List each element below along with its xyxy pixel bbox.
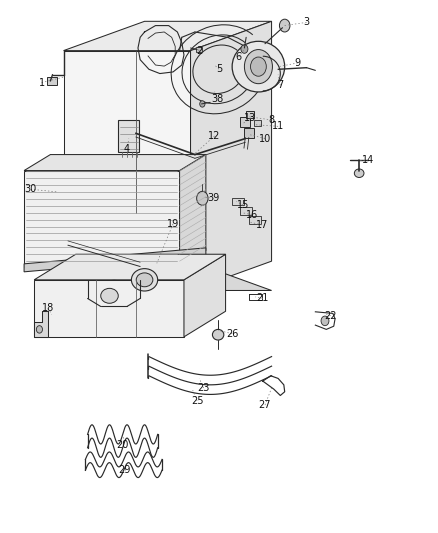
Ellipse shape xyxy=(212,329,224,340)
Text: 8: 8 xyxy=(268,115,275,125)
Circle shape xyxy=(197,191,208,205)
Bar xyxy=(47,77,57,85)
Text: 20: 20 xyxy=(117,440,129,450)
Text: 9: 9 xyxy=(295,58,301,68)
Circle shape xyxy=(36,326,42,333)
Bar xyxy=(240,207,252,215)
Text: 6: 6 xyxy=(236,52,242,62)
Text: 2: 2 xyxy=(196,46,202,55)
Text: 10: 10 xyxy=(259,134,271,143)
Text: 23: 23 xyxy=(198,383,210,393)
Text: 12: 12 xyxy=(208,131,221,141)
Polygon shape xyxy=(184,254,226,337)
Ellipse shape xyxy=(354,169,364,177)
Text: 21: 21 xyxy=(257,294,269,303)
Polygon shape xyxy=(191,21,272,290)
Polygon shape xyxy=(34,311,48,337)
Polygon shape xyxy=(34,254,226,280)
Text: 39: 39 xyxy=(208,193,220,203)
Ellipse shape xyxy=(136,273,153,287)
Circle shape xyxy=(241,45,248,53)
Text: 3: 3 xyxy=(304,18,310,27)
Bar xyxy=(118,120,139,152)
Circle shape xyxy=(279,19,290,32)
Bar xyxy=(240,117,250,127)
Bar xyxy=(254,120,261,126)
Polygon shape xyxy=(34,280,184,337)
Text: 30: 30 xyxy=(25,184,37,194)
Text: 25: 25 xyxy=(191,396,203,406)
Polygon shape xyxy=(24,171,180,266)
Text: 1: 1 xyxy=(39,78,45,87)
Circle shape xyxy=(200,101,205,107)
Text: 5: 5 xyxy=(216,64,222,74)
Bar xyxy=(246,111,254,118)
Text: 29: 29 xyxy=(119,465,131,475)
Polygon shape xyxy=(64,261,272,290)
Bar xyxy=(244,128,254,138)
Circle shape xyxy=(321,316,329,326)
Text: 17: 17 xyxy=(256,220,268,230)
Text: 7: 7 xyxy=(277,80,283,90)
Text: 38: 38 xyxy=(212,94,224,103)
Polygon shape xyxy=(180,155,206,266)
Text: 11: 11 xyxy=(272,122,284,131)
Polygon shape xyxy=(64,51,191,261)
Circle shape xyxy=(244,50,272,84)
Bar xyxy=(249,216,261,224)
Ellipse shape xyxy=(101,288,118,303)
Bar xyxy=(232,198,244,205)
Text: 4: 4 xyxy=(124,144,130,154)
Text: 27: 27 xyxy=(259,400,271,410)
Text: 19: 19 xyxy=(167,219,179,229)
Text: 15: 15 xyxy=(237,200,249,210)
Circle shape xyxy=(251,57,266,76)
Text: 22: 22 xyxy=(325,311,337,320)
Polygon shape xyxy=(64,21,272,51)
Text: 14: 14 xyxy=(362,155,374,165)
Bar xyxy=(196,47,202,52)
Text: 16: 16 xyxy=(246,210,258,220)
Polygon shape xyxy=(24,155,206,171)
Text: 13: 13 xyxy=(244,114,257,123)
Polygon shape xyxy=(24,248,206,272)
Ellipse shape xyxy=(131,269,158,291)
Text: 18: 18 xyxy=(42,303,54,313)
Ellipse shape xyxy=(232,42,285,92)
Text: 26: 26 xyxy=(226,329,238,338)
